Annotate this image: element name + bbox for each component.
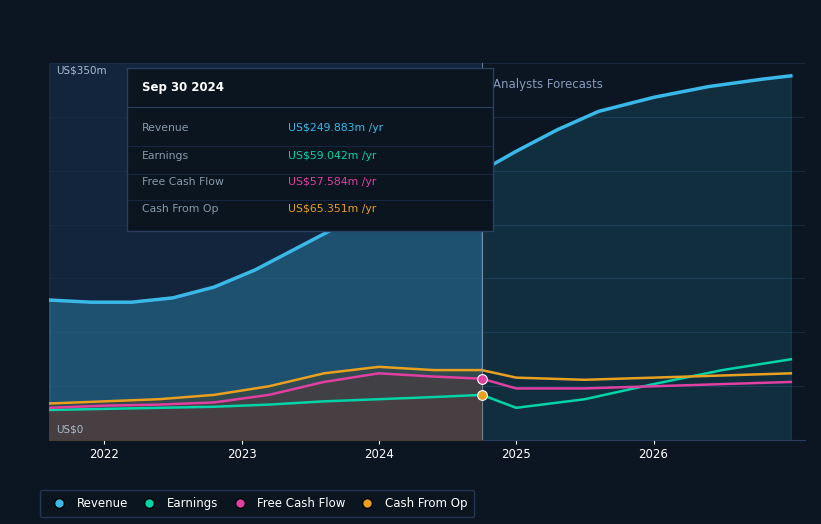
Legend: Revenue, Earnings, Free Cash Flow, Cash From Op: Revenue, Earnings, Free Cash Flow, Cash …	[40, 490, 475, 517]
Text: Cash From Op: Cash From Op	[142, 204, 218, 214]
Text: US$59.042m /yr: US$59.042m /yr	[288, 151, 376, 161]
Text: Past: Past	[451, 78, 475, 91]
Text: US$0: US$0	[56, 425, 84, 435]
Text: Revenue: Revenue	[142, 123, 190, 133]
Text: Free Cash Flow: Free Cash Flow	[142, 177, 224, 187]
Bar	[49, 63, 482, 440]
Text: Analysts Forecasts: Analysts Forecasts	[493, 78, 603, 91]
Text: US$350m: US$350m	[56, 65, 107, 75]
Text: US$249.883m /yr: US$249.883m /yr	[288, 123, 383, 133]
Text: US$65.351m /yr: US$65.351m /yr	[288, 204, 376, 214]
Text: Sep 30 2024: Sep 30 2024	[142, 81, 224, 94]
Text: Earnings: Earnings	[142, 151, 189, 161]
Text: US$57.584m /yr: US$57.584m /yr	[288, 177, 376, 187]
